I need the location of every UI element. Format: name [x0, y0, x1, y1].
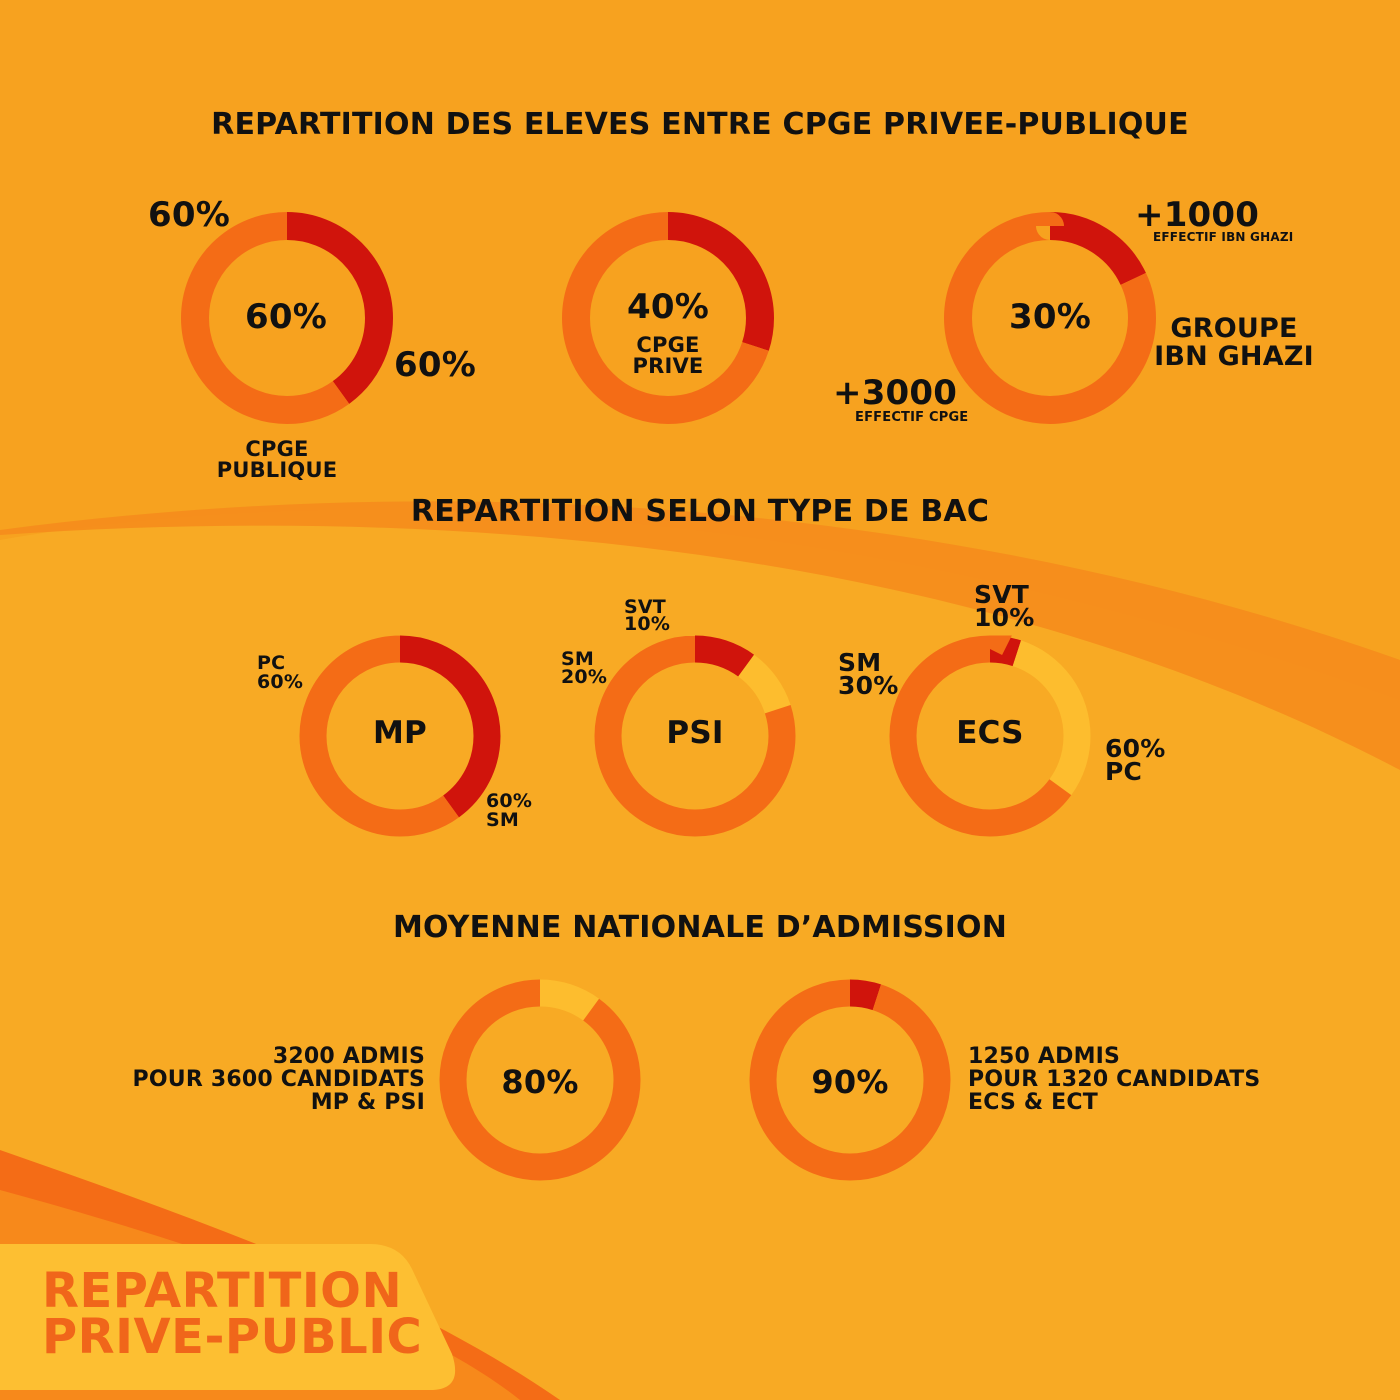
admission-right-line2: POUR 1320 CANDIDATS — [968, 1067, 1261, 1092]
donut3-top-caption: EFFECTIF IBN GHAZI — [1153, 230, 1294, 244]
donut1-right-label: 60% — [394, 345, 476, 385]
donut2-center-label: 40% — [627, 287, 709, 327]
donut1-top-label: 60% — [148, 195, 230, 235]
psi-label1-line2: 10% — [624, 613, 671, 635]
psi-center-label: PSI — [666, 715, 724, 751]
donut-6-slice-3 — [889, 635, 1091, 837]
mp-label2-line2: SM — [486, 809, 519, 831]
donut1-caption-line1: CPGE — [245, 437, 309, 461]
mp-label2-line1: 60% — [486, 790, 533, 812]
title-badge — [0, 1244, 456, 1390]
donut3-center-label: 30% — [1009, 297, 1091, 337]
admission-right-line3: ECS & ECT — [968, 1090, 1098, 1115]
donut-2 — [562, 212, 774, 424]
ecs-center-label: ECS — [956, 715, 1024, 751]
admission-right-line1: 1250 ADMIS — [968, 1044, 1121, 1069]
mp-center-label: MP — [373, 715, 427, 751]
donut-4-slice-2 — [299, 635, 501, 837]
ecs-label2-line1: SM — [838, 648, 882, 677]
donut3-top-value: +1000 — [1135, 195, 1260, 235]
admission-left-line2: POUR 3600 CANDIDATS — [132, 1067, 425, 1092]
admission-left-center: 80% — [501, 1063, 579, 1101]
donut-6-slice-2 — [889, 635, 1091, 837]
donut-7 — [439, 979, 641, 1181]
donut3-right-line2: IBN GHAZI — [1154, 341, 1314, 372]
admission-right-center: 90% — [811, 1063, 889, 1101]
badge-line1: REPARTITION — [42, 1263, 403, 1319]
donut3-bottom-caption: EFFECTIF CPGE — [855, 410, 969, 425]
ecs-label3-line2: PC — [1105, 757, 1143, 786]
section2-title: REPARTITION SELON TYPE DE BAC — [410, 494, 990, 529]
donut1-caption-line2: PUBLIQUE — [216, 458, 338, 482]
psi-label2-line2: 20% — [561, 666, 608, 688]
badge-title: REPARTITION PRIVE-PUBLIC — [42, 1263, 423, 1365]
donut-8-slice-2 — [749, 979, 951, 1181]
donut3-right-line1: GROUPE — [1170, 313, 1298, 344]
donut-4 — [299, 635, 501, 837]
admission-left-line1: 3200 ADMIS — [272, 1044, 425, 1069]
donut2-sub-line1: CPGE — [636, 333, 700, 357]
badge-line2: PRIVE-PUBLIC — [42, 1309, 423, 1365]
donut1-center-label: 60% — [245, 297, 327, 337]
donut-1 — [181, 212, 393, 424]
mp-label1-line2: 60% — [257, 671, 304, 693]
psi-label2-line1: SM — [561, 648, 594, 670]
ecs-label1-line1: SVT — [974, 580, 1030, 609]
donut-5 — [594, 635, 796, 837]
donut-1-slice-2 — [181, 212, 393, 424]
section3-title: MOYENNE NATIONALE D’ADMISSION — [392, 910, 1008, 945]
psi-label1-line1: SVT — [624, 596, 666, 618]
donut-7-slice-2 — [439, 979, 641, 1181]
admission-left-line3: MP & PSI — [310, 1090, 425, 1115]
donut-5-slice-3 — [594, 635, 796, 837]
donut-8 — [749, 979, 951, 1181]
ecs-label2-line2: 30% — [838, 671, 899, 700]
ecs-label1-line2: 10% — [974, 603, 1035, 632]
donut2-sub-line2: PRIVE — [632, 354, 704, 378]
donut-2-slice-2 — [562, 212, 774, 424]
ecs-label3-line1: 60% — [1105, 734, 1166, 763]
donut-3-slice-2 — [944, 212, 1156, 424]
donut-6 — [889, 635, 1091, 837]
section1-title: REPARTITION DES ELEVES ENTRE CPGE PRIVEE… — [211, 107, 1189, 142]
mp-label1-line1: PC — [257, 652, 286, 674]
donut3-bottom-value: +3000 — [833, 373, 958, 413]
donut-3 — [944, 212, 1156, 424]
